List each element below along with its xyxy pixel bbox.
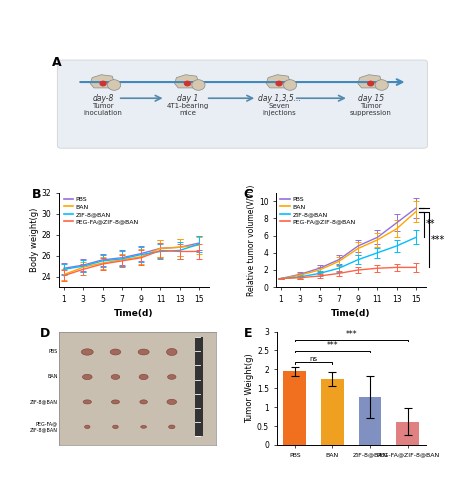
Bar — [396, 422, 419, 445]
Text: ***: *** — [326, 342, 338, 350]
Polygon shape — [175, 74, 199, 88]
Ellipse shape — [139, 374, 148, 380]
Text: Seven
injections: Seven injections — [262, 102, 296, 116]
Text: B: B — [32, 188, 42, 201]
Text: BAN: BAN — [47, 374, 58, 380]
Text: ns: ns — [309, 356, 318, 362]
Circle shape — [367, 80, 375, 86]
Text: ***: *** — [430, 235, 445, 245]
Ellipse shape — [141, 426, 147, 428]
Ellipse shape — [167, 400, 176, 404]
Text: day 1,3,5...: day 1,3,5... — [258, 94, 300, 103]
Text: day 15: day 15 — [358, 94, 384, 103]
Ellipse shape — [110, 349, 121, 355]
Text: Tumor
inoculation: Tumor inoculation — [84, 102, 123, 116]
Bar — [283, 372, 306, 445]
Polygon shape — [90, 74, 114, 88]
Text: A: A — [52, 56, 61, 68]
Y-axis label: Tumor Weight(g): Tumor Weight(g) — [245, 354, 254, 423]
Circle shape — [107, 80, 121, 90]
Ellipse shape — [138, 349, 149, 355]
Ellipse shape — [166, 348, 177, 356]
Text: PBS: PBS — [48, 350, 58, 354]
Circle shape — [99, 80, 107, 86]
Ellipse shape — [113, 425, 118, 428]
Text: ***: *** — [345, 330, 357, 339]
Bar — [195, 338, 203, 436]
Text: **: ** — [426, 218, 435, 228]
FancyBboxPatch shape — [57, 60, 428, 148]
Circle shape — [192, 80, 205, 90]
Text: D: D — [40, 327, 51, 340]
Ellipse shape — [81, 349, 93, 355]
Ellipse shape — [168, 425, 175, 428]
Text: ZIF-8@BAN: ZIF-8@BAN — [29, 400, 58, 404]
Ellipse shape — [82, 374, 92, 380]
X-axis label: Time(d): Time(d) — [114, 310, 154, 318]
X-axis label: Time(d): Time(d) — [331, 310, 371, 318]
Y-axis label: Relative tumor volume(V/V0): Relative tumor volume(V/V0) — [247, 184, 256, 296]
Polygon shape — [358, 74, 382, 88]
Polygon shape — [266, 74, 290, 88]
Text: E: E — [244, 327, 253, 340]
Circle shape — [275, 80, 283, 86]
Ellipse shape — [85, 425, 90, 428]
Circle shape — [184, 80, 191, 86]
Circle shape — [375, 80, 388, 90]
Text: C: C — [243, 188, 252, 201]
Ellipse shape — [112, 400, 120, 404]
Bar — [359, 397, 381, 445]
Ellipse shape — [167, 374, 176, 380]
Bar — [321, 379, 344, 445]
Legend: PBS, BAN, ZIF-8@BAN, PEG-FA@ZIF-8@BAN: PBS, BAN, ZIF-8@BAN, PEG-FA@ZIF-8@BAN — [279, 196, 357, 226]
Ellipse shape — [83, 400, 91, 404]
Text: PEG-FA@
ZIF-8@BAN: PEG-FA@ ZIF-8@BAN — [29, 422, 58, 432]
Text: 4T1-bearing
mice: 4T1-bearing mice — [166, 102, 209, 116]
Text: day 1: day 1 — [177, 94, 198, 103]
Text: Tumor
suppression: Tumor suppression — [350, 102, 392, 116]
Ellipse shape — [111, 374, 120, 380]
Text: day-8: day-8 — [92, 94, 114, 103]
Circle shape — [283, 80, 297, 90]
Ellipse shape — [140, 400, 148, 404]
Legend: PBS, BAN, ZIF-8@BAN, PEG-FA@ZIF-8@BAN: PBS, BAN, ZIF-8@BAN, PEG-FA@ZIF-8@BAN — [62, 196, 140, 226]
Y-axis label: Body weight(g): Body weight(g) — [30, 208, 39, 272]
